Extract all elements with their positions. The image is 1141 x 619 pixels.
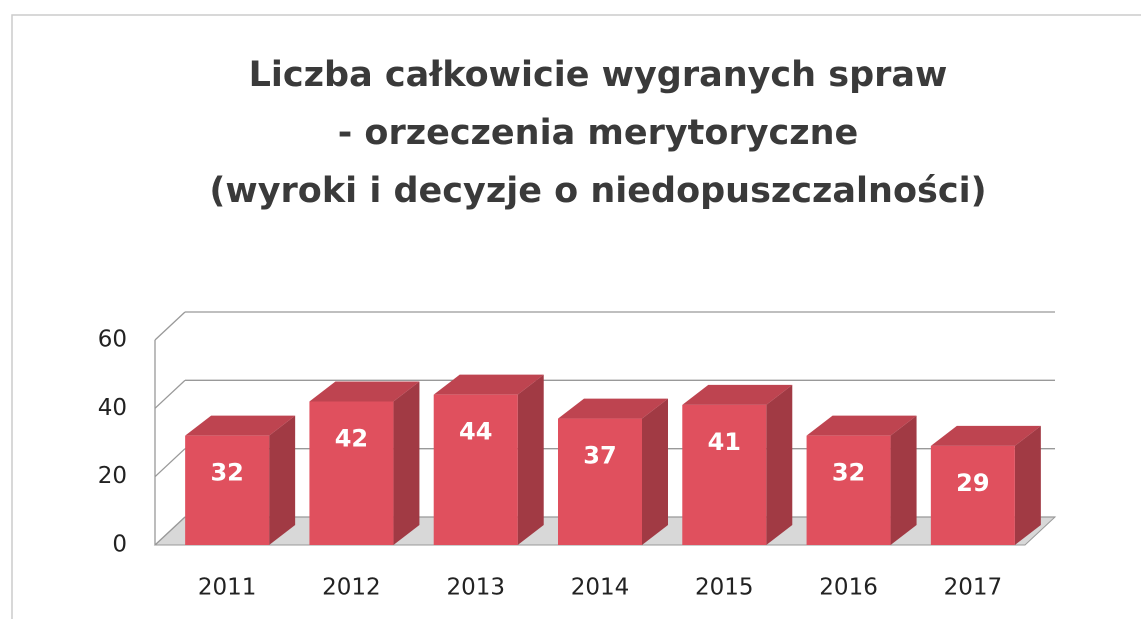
- bar-top: [682, 384, 793, 405]
- bar-side: [393, 381, 420, 545]
- value-label: 41: [708, 428, 741, 456]
- value-label: 37: [583, 442, 616, 470]
- chart-border: [11, 14, 1141, 619]
- bar-side: [269, 415, 296, 545]
- value-label: 44: [459, 418, 492, 446]
- bar-top: [558, 398, 668, 419]
- bar-side: [1014, 425, 1041, 545]
- bar: [558, 418, 642, 545]
- x-tick-label: 2013: [446, 575, 505, 601]
- bar-side: [766, 384, 793, 545]
- bar-top: [309, 381, 420, 402]
- value-label: 42: [335, 425, 368, 453]
- y-tick-label: 20: [98, 463, 127, 489]
- x-tick-label: 2014: [571, 575, 630, 601]
- chart-title: - orzeczenia merytoryczne: [338, 113, 859, 153]
- y-tick-label: 0: [112, 532, 127, 558]
- bar: [309, 401, 394, 545]
- bar-top: [433, 374, 544, 395]
- grid-line: [154, 516, 186, 546]
- bar-top: [930, 425, 1041, 446]
- x-tick-label: 2012: [322, 575, 381, 601]
- bar-top: [185, 415, 296, 436]
- x-tick-label: 2015: [695, 575, 754, 601]
- bar: [806, 435, 891, 545]
- bar: [682, 404, 767, 545]
- chart-title: (wyroki i decyzje o niedopuszczalności): [209, 171, 986, 211]
- bar: [930, 445, 1015, 545]
- grid-line: [154, 448, 186, 478]
- y-tick-label: 60: [98, 327, 127, 353]
- value-label: 32: [832, 459, 865, 487]
- bar: [185, 435, 270, 545]
- grid-line: [154, 379, 186, 409]
- value-label: 32: [210, 459, 243, 487]
- bar-side: [890, 415, 917, 545]
- bar: [433, 394, 518, 545]
- y-tick-label: 40: [98, 395, 127, 421]
- x-tick-label: 2016: [819, 575, 878, 601]
- grid-line: [154, 311, 186, 341]
- bar-side: [517, 374, 544, 545]
- value-label: 29: [956, 469, 989, 497]
- chart-title: Liczba całkowicie wygranych spraw: [249, 55, 948, 95]
- x-tick-label: 2017: [944, 575, 1003, 601]
- bar-top: [806, 415, 917, 436]
- bar-side: [642, 398, 668, 545]
- x-tick-label: 2011: [198, 575, 257, 601]
